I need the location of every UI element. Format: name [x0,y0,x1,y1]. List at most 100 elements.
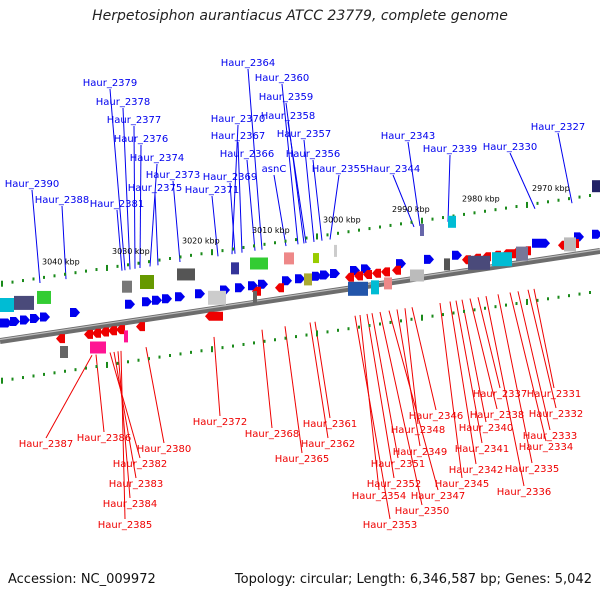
upper-scale-dot [242,245,245,249]
forward-gene-arrow [125,299,135,309]
gene-label[interactable]: Haur_2361 [303,419,358,430]
gene-label[interactable]: Haur_2369 [203,172,258,183]
connector-line [533,288,555,389]
gene-label[interactable]: Haur_2333 [523,431,578,442]
forward-gene-arrow [295,274,305,284]
gene-label[interactable]: Haur_2375 [128,183,183,194]
lower-scale-dot [148,357,150,361]
gene-label[interactable]: Haur_2344 [366,164,421,175]
lower-scale-dot [463,309,465,313]
gene-label[interactable]: Haur_2372 [193,417,248,428]
upper-scale-dot [232,247,234,251]
connector-line [312,159,323,241]
connector-line [392,174,415,228]
gene-label[interactable]: Haur_2390 [5,179,60,190]
gene-label[interactable]: Haur_2355 [312,164,367,175]
gene-label[interactable]: Haur_2345 [435,479,490,490]
gene-label[interactable]: Haur_2371 [185,185,240,196]
connector-line [149,163,158,267]
gene-label[interactable]: Haur_2360 [255,73,310,84]
lower-scale-dot [158,355,161,359]
gene-label[interactable]: Haur_2346 [409,411,464,422]
gene-label[interactable]: Haur_2339 [423,144,478,155]
gene-label[interactable]: Haur_2374 [130,153,185,164]
gene-label[interactable]: Haur_2377 [107,115,162,126]
gene-label[interactable]: Haur_2338 [470,410,525,421]
gene-label[interactable]: Haur_2380 [137,444,192,455]
map-title: Herpetosiphon aurantiacus ATCC 23779, co… [92,8,508,24]
gene-label[interactable]: Haur_2358 [261,111,316,122]
gene-label[interactable]: Haur_2341 [455,444,510,455]
upper-scale-dot [253,244,255,248]
gene-label[interactable]: Haur_2359 [259,92,314,103]
gene-label[interactable]: Haur_2332 [529,409,584,420]
upper-scale-dot [400,222,402,226]
gene-label[interactable]: Haur_2383 [109,479,164,490]
lower-scale-dot [536,298,539,302]
gene-label[interactable]: Haur_2352 [367,479,422,490]
gene-label[interactable]: Haur_2336 [497,487,552,498]
gene-label[interactable]: Haur_2353 [363,520,418,531]
gene-label[interactable]: Haur_2354 [352,491,407,502]
gene-label[interactable]: Haur_2331 [527,389,582,400]
lower-scale-dot [43,372,45,376]
gene-label[interactable]: Haur_2335 [505,464,560,475]
gene-label[interactable]: Haur_2342 [449,465,504,476]
forward-gene-arrow [312,271,322,281]
gene-label[interactable]: Haur_2366 [220,149,275,160]
upper-scale-dot [368,227,371,231]
gene-label[interactable]: Haur_2384 [103,499,158,510]
connector-line [172,180,181,263]
gene-label[interactable]: Haur_2376 [114,134,169,145]
gene-label[interactable]: Haur_2385 [98,520,153,531]
gene-label[interactable]: Haur_2382 [113,459,168,470]
connector-line [314,321,331,419]
gene-label[interactable]: Haur_2362 [301,439,356,450]
reverse-gene-arrow [92,328,101,338]
connector-line [261,329,273,429]
gene-label[interactable]: Haur_2381 [90,199,145,210]
upper-scale-dot [410,220,413,224]
lower-scale-dot [95,365,98,369]
gene-label[interactable]: Haur_2386 [77,433,132,444]
reverse-gene-arrow [372,268,381,278]
lower-scale-dot [526,298,528,305]
gene-label[interactable]: Haur_2340 [459,423,514,434]
gene-label[interactable]: Haur_2330 [483,142,538,153]
gene-label[interactable]: Haur_2387 [19,439,74,450]
connector-line [281,83,299,245]
lower-scale-dot [547,297,549,301]
gene-label[interactable]: asnC [262,164,287,175]
gene-label[interactable]: Haur_2388 [35,195,90,206]
gene-label[interactable]: Haur_2347 [411,491,466,502]
gene-label[interactable]: Haur_2365 [275,454,330,465]
gene-label[interactable]: Haur_2343 [381,131,436,142]
kbp-dots [1,194,591,384]
gene-label[interactable]: Haur_2348 [391,425,446,436]
gene-label[interactable]: Haur_2357 [277,129,332,140]
gene-label[interactable]: Haur_2378 [96,97,151,108]
connector-line [31,189,41,284]
gene-label[interactable]: Haur_2379 [83,78,138,89]
connector-line [517,291,551,431]
gene-label[interactable]: Haur_2364 [221,58,276,69]
lower-scale-dot [557,295,560,299]
gene-label[interactable]: Haur_2351 [371,459,426,470]
gene-label[interactable]: Haur_2370 [211,114,266,125]
gene-label[interactable]: Haur_2356 [286,149,341,160]
tick-label: 3000 kbp [323,216,361,225]
lower-scale-dot [179,352,182,356]
gene-label[interactable]: Haur_2368 [245,429,300,440]
gene-label[interactable]: Haur_2373 [146,170,201,181]
upper-scale-dot [127,263,129,267]
domain-box [492,252,512,267]
forward-gene-arrow [258,279,268,289]
gene-label[interactable]: Haur_2350 [395,506,450,517]
gene-label[interactable]: Haur_2367 [211,131,266,142]
gene-label[interactable]: Haur_2349 [393,447,448,458]
gene-label[interactable]: Haur_2334 [519,442,574,453]
upper-scale-dot [179,255,182,259]
gene-label[interactable]: Haur_2337 [473,389,528,400]
gene-label[interactable]: Haur_2327 [531,122,586,133]
accession-text: Accession: NC_009972 [8,572,156,587]
